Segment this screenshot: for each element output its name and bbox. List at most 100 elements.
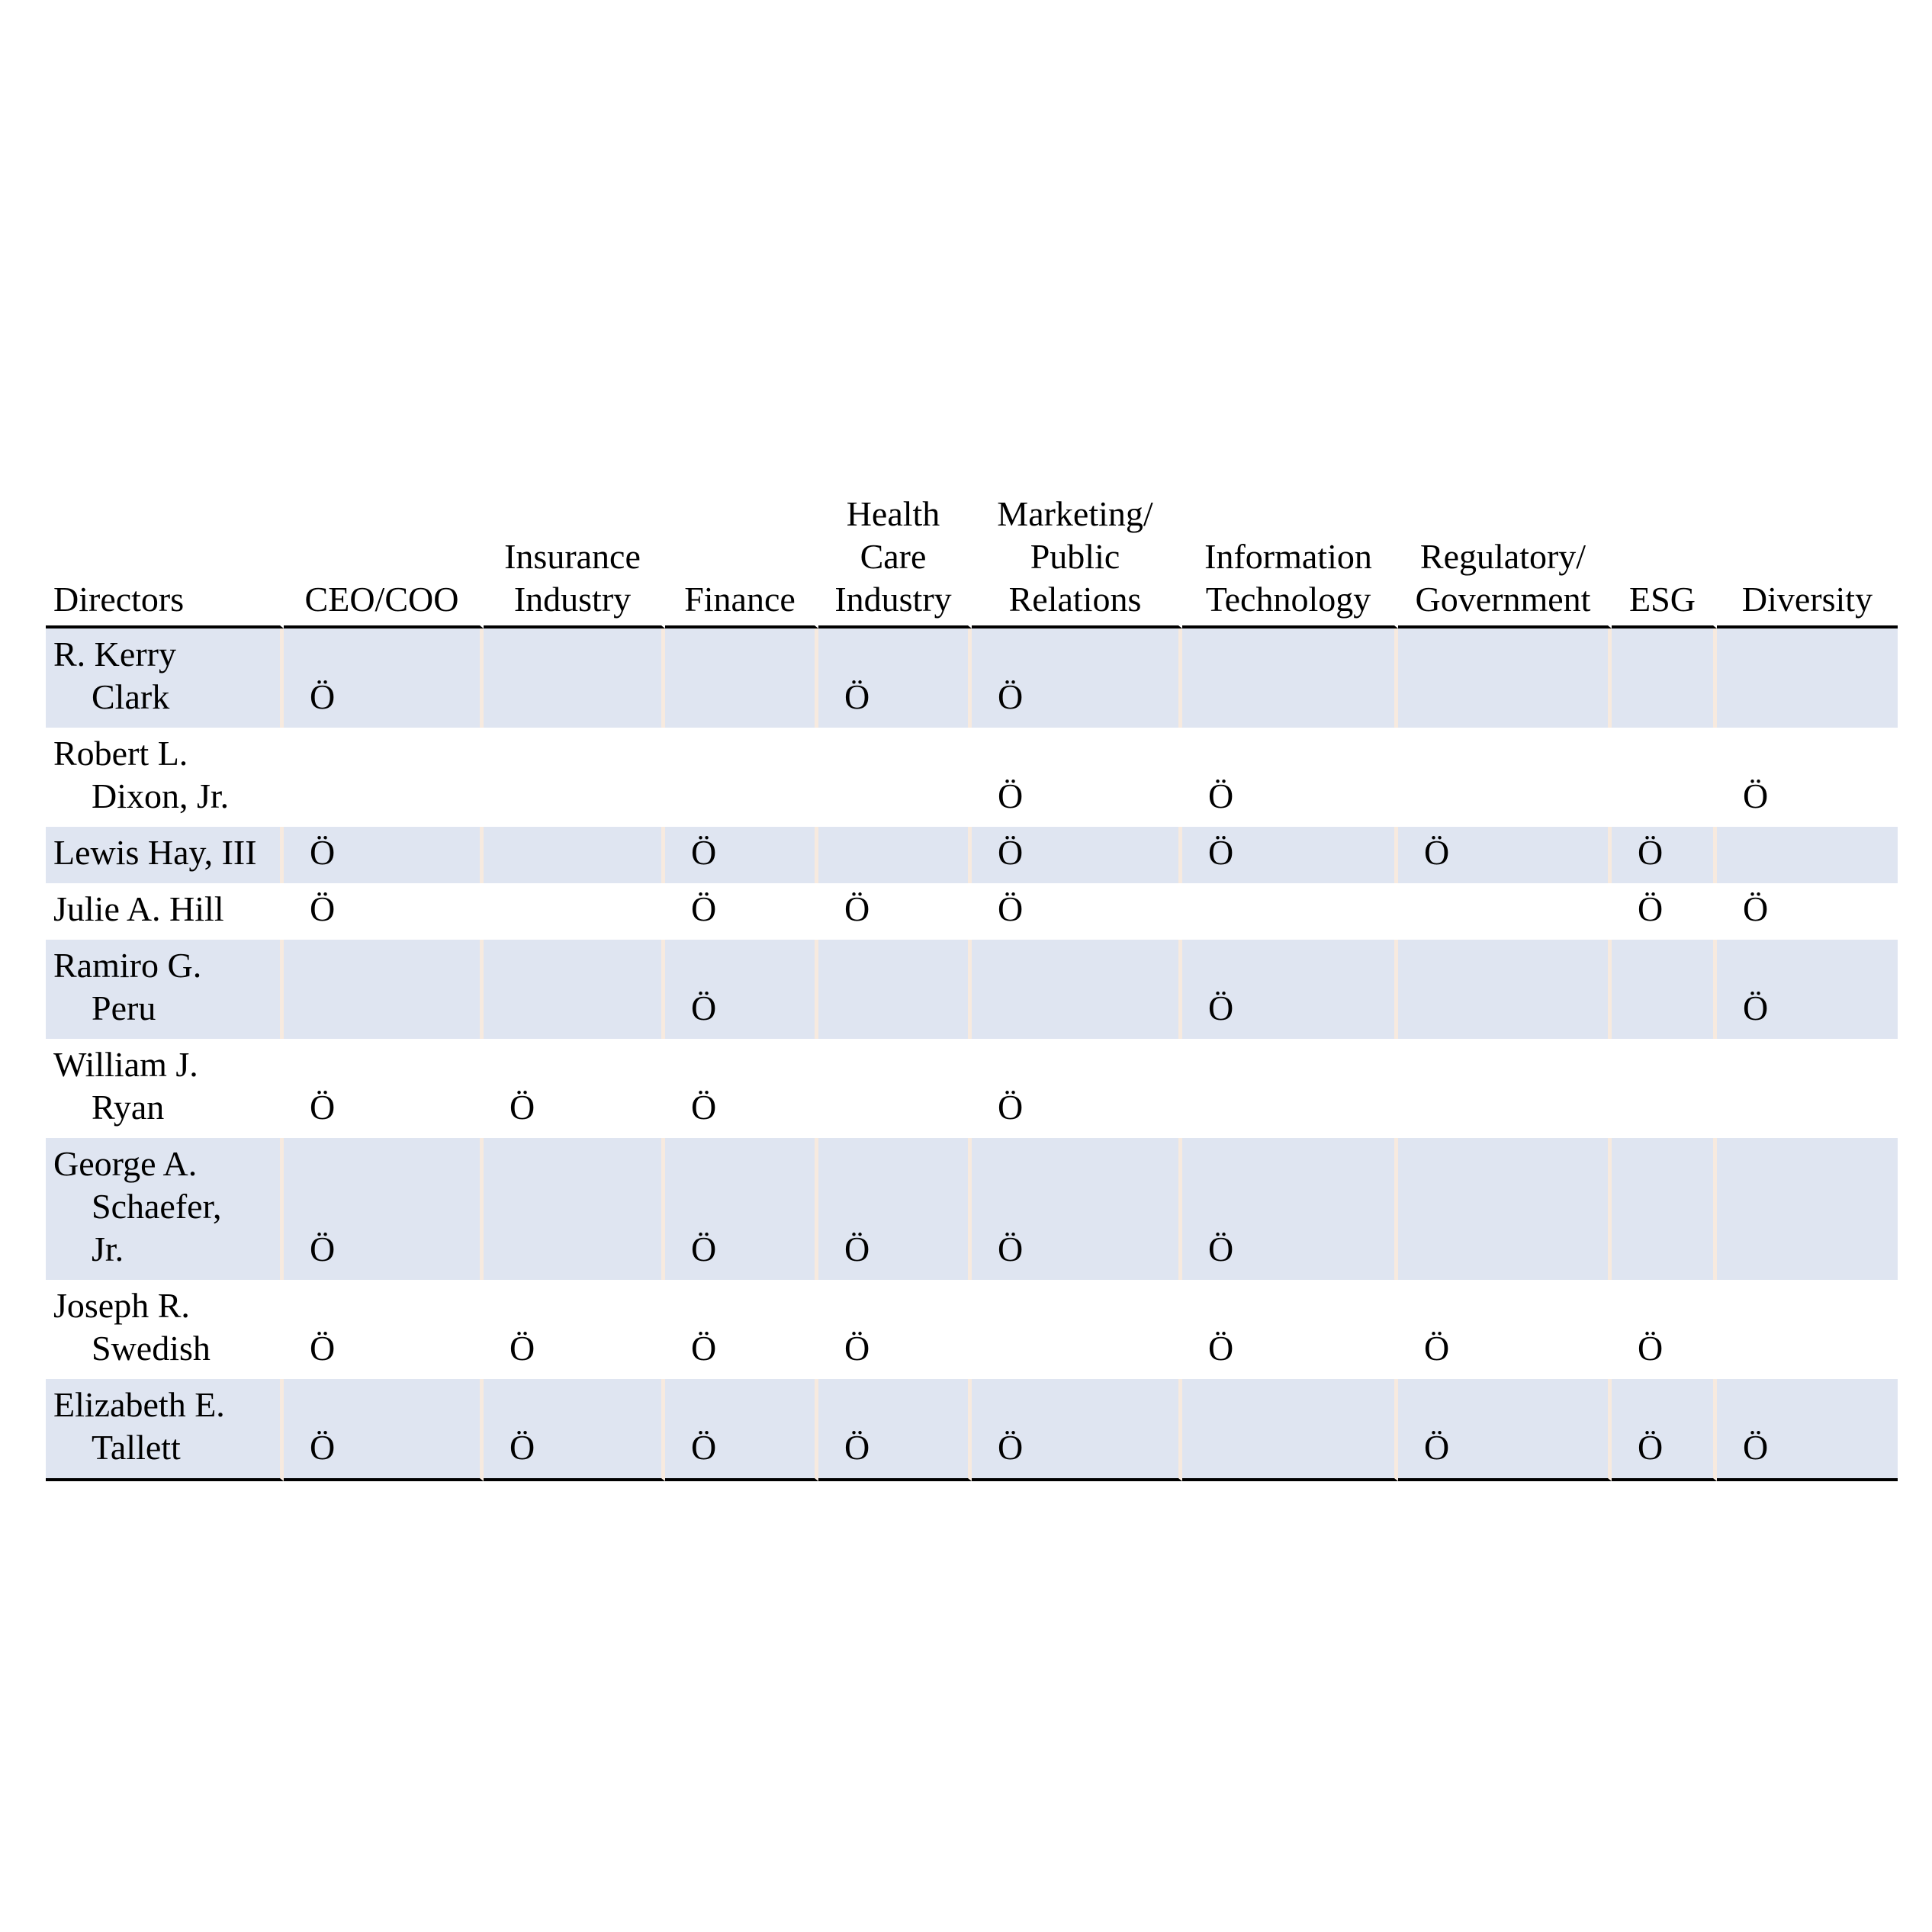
- check-mark-icon: Ö: [310, 889, 336, 928]
- director-name: Joseph R. Swedish: [46, 1280, 284, 1379]
- skill-cell-insurance-industry: [484, 940, 665, 1039]
- director-name-line: Schaefer,: [92, 1187, 222, 1226]
- check-mark-icon: Ö: [1208, 989, 1234, 1027]
- check-mark-icon: Ö: [310, 1329, 336, 1368]
- check-mark-icon: Ö: [998, 776, 1024, 815]
- director-name-line: Ramiro G.: [53, 946, 202, 985]
- skill-cell-ceo-coo: Ö: [284, 827, 484, 883]
- skill-cell-ceo-coo: [284, 940, 484, 1039]
- check-mark-icon: Ö: [1208, 833, 1234, 872]
- skill-cell-regulatory-government: Ö: [1398, 1379, 1612, 1481]
- header-row: Directors CEO/COO Insurance Industry Fin…: [46, 471, 1898, 628]
- check-mark-icon: Ö: [1638, 1329, 1664, 1368]
- skill-cell-insurance-industry: [484, 1138, 665, 1280]
- skill-cell-insurance-industry: [484, 728, 665, 827]
- check-mark-icon: Ö: [998, 1230, 1024, 1268]
- check-mark-icon: Ö: [310, 1088, 336, 1127]
- skill-cell-finance: Ö: [665, 940, 818, 1039]
- director-name-line: Ryan: [92, 1088, 165, 1127]
- director-name: Julie A. Hill: [46, 883, 284, 940]
- director-name-line: Robert L.: [53, 734, 188, 773]
- check-mark-icon: Ö: [510, 1329, 535, 1368]
- skill-cell-ceo-coo: Ö: [284, 628, 484, 728]
- skill-cell-regulatory-government: [1398, 728, 1612, 827]
- check-mark-icon: Ö: [1638, 1428, 1664, 1467]
- director-name: Elizabeth E. Tallett: [46, 1379, 284, 1481]
- table-row: George A. Schaefer, Jr. Ö Ö Ö Ö Ö: [46, 1138, 1898, 1280]
- skill-cell-information-technology: Ö: [1182, 1280, 1398, 1379]
- skill-cell-information-technology: [1182, 1039, 1398, 1138]
- check-mark-icon: Ö: [1424, 1329, 1450, 1368]
- check-mark-icon: Ö: [844, 1230, 870, 1268]
- skill-cell-regulatory-government: Ö: [1398, 1280, 1612, 1379]
- check-mark-icon: Ö: [844, 677, 870, 716]
- skill-cell-finance: Ö: [665, 1138, 818, 1280]
- column-header-finance: Finance: [665, 471, 818, 628]
- skill-cell-information-technology: [1182, 883, 1398, 940]
- skill-cell-information-technology: Ö: [1182, 827, 1398, 883]
- skill-cell-insurance-industry: [484, 883, 665, 940]
- director-name-line: Elizabeth E.: [53, 1385, 225, 1424]
- check-mark-icon: Ö: [844, 1428, 870, 1467]
- check-mark-icon: Ö: [844, 1329, 870, 1368]
- skill-cell-esg: Ö: [1612, 1379, 1717, 1481]
- column-header-information-technology: Information Technology: [1182, 471, 1398, 628]
- skill-cell-finance: Ö: [665, 883, 818, 940]
- director-name-line: R. Kerry: [53, 635, 176, 673]
- skill-cell-ceo-coo: Ö: [284, 1280, 484, 1379]
- skill-cell-marketing-public-relations: Ö: [972, 1138, 1182, 1280]
- director-name: Lewis Hay, III: [46, 827, 284, 883]
- check-mark-icon: Ö: [510, 1428, 535, 1467]
- skill-cell-marketing-public-relations: [972, 940, 1182, 1039]
- skill-cell-diversity: Ö: [1717, 1379, 1898, 1481]
- skill-cell-ceo-coo: Ö: [284, 1039, 484, 1138]
- column-header-esg: ESG: [1612, 471, 1717, 628]
- check-mark-icon: Ö: [1208, 1230, 1234, 1268]
- column-header-directors: Directors: [46, 471, 284, 628]
- director-name-line: Dixon, Jr.: [92, 776, 230, 815]
- skill-cell-information-technology: Ö: [1182, 728, 1398, 827]
- column-header-diversity: Diversity: [1717, 471, 1898, 628]
- skill-cell-ceo-coo: Ö: [284, 1138, 484, 1280]
- check-mark-icon: Ö: [998, 889, 1024, 928]
- skill-cell-insurance-industry: [484, 827, 665, 883]
- table-row: William J. Ryan Ö Ö Ö Ö: [46, 1039, 1898, 1138]
- skill-cell-information-technology: Ö: [1182, 1138, 1398, 1280]
- skill-cell-health-care-industry: Ö: [818, 1379, 972, 1481]
- skill-cell-regulatory-government: [1398, 883, 1612, 940]
- skill-cell-regulatory-government: [1398, 1138, 1612, 1280]
- table-row: Ramiro G. Peru Ö Ö Ö: [46, 940, 1898, 1039]
- skill-cell-information-technology: [1182, 1379, 1398, 1481]
- skill-cell-regulatory-government: [1398, 1039, 1612, 1138]
- check-mark-icon: Ö: [691, 1088, 717, 1127]
- skill-cell-finance: [665, 728, 818, 827]
- skill-cell-insurance-industry: Ö: [484, 1039, 665, 1138]
- skill-cell-esg: Ö: [1612, 883, 1717, 940]
- skill-cell-health-care-industry: [818, 728, 972, 827]
- check-mark-icon: Ö: [998, 677, 1024, 716]
- column-header-marketing-public-relations: Marketing/ Public Relations: [972, 471, 1182, 628]
- table-row: Elizabeth E. Tallett Ö Ö Ö Ö Ö Ö Ö Ö: [46, 1379, 1898, 1481]
- check-mark-icon: Ö: [998, 833, 1024, 872]
- column-header-ceo-coo: CEO/COO: [284, 471, 484, 628]
- skill-cell-diversity: Ö: [1717, 883, 1898, 940]
- skill-cell-diversity: [1717, 628, 1898, 728]
- skill-cell-esg: Ö: [1612, 827, 1717, 883]
- check-mark-icon: Ö: [844, 889, 870, 928]
- director-name-line: Peru: [92, 989, 156, 1027]
- check-mark-icon: Ö: [1743, 776, 1769, 815]
- table-row: Lewis Hay, III Ö Ö Ö Ö Ö Ö: [46, 827, 1898, 883]
- check-mark-icon: Ö: [1743, 989, 1769, 1027]
- director-name: Ramiro G. Peru: [46, 940, 284, 1039]
- check-mark-icon: Ö: [998, 1428, 1024, 1467]
- director-name-line: Lewis Hay, III: [53, 833, 257, 872]
- check-mark-icon: Ö: [1638, 833, 1664, 872]
- check-mark-icon: Ö: [691, 833, 717, 872]
- director-name-line: Tallett: [92, 1428, 181, 1467]
- director-name: William J. Ryan: [46, 1039, 284, 1138]
- skill-cell-health-care-industry: Ö: [818, 628, 972, 728]
- director-skills-matrix: Directors CEO/COO Insurance Industry Fin…: [46, 471, 1898, 1481]
- check-mark-icon: Ö: [1638, 889, 1664, 928]
- table-row: Robert L. Dixon, Jr. Ö Ö Ö: [46, 728, 1898, 827]
- director-name-line: Joseph R.: [53, 1286, 190, 1325]
